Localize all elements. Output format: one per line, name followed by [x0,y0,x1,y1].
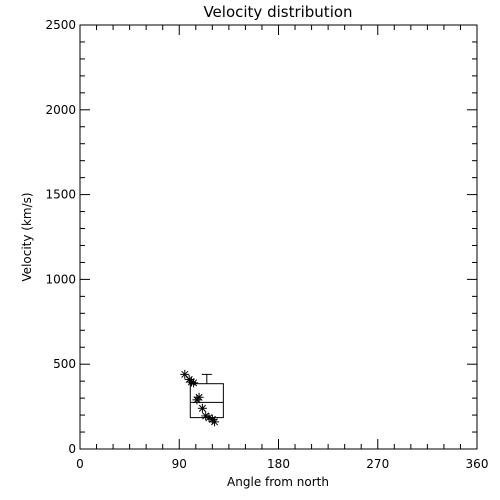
data-point-asterisk [210,417,220,427]
plot-frame [79,24,478,450]
chart-title: Velocity distribution [203,3,352,21]
x-tick-label: 180 [267,457,290,471]
x-axis-label: Angle from north [227,475,329,489]
data-point-asterisk [189,378,199,388]
x-tick-label: 0 [76,457,84,471]
y-tick-label: 1500 [45,188,76,202]
y-axis-label: Velocity (km/s) [20,192,34,281]
data-point-asterisk [197,403,207,413]
data-point-asterisk [194,392,204,402]
x-tick-label: 90 [172,457,187,471]
y-tick-label: 500 [53,357,76,371]
y-tick-label: 2500 [45,18,76,32]
y-tick-label: 2000 [45,103,76,117]
data-points [180,369,220,427]
axis-tick-labels: 0 90 180 270 360 0 500 1000 1500 2000 2500 [45,18,488,471]
y-tick-label: 1000 [45,272,76,286]
x-tick-label: 360 [466,457,489,471]
y-tick-label: 0 [68,442,76,456]
box-iqr [189,383,224,419]
axis-ticks [79,24,478,450]
x-tick-label: 270 [366,457,389,471]
